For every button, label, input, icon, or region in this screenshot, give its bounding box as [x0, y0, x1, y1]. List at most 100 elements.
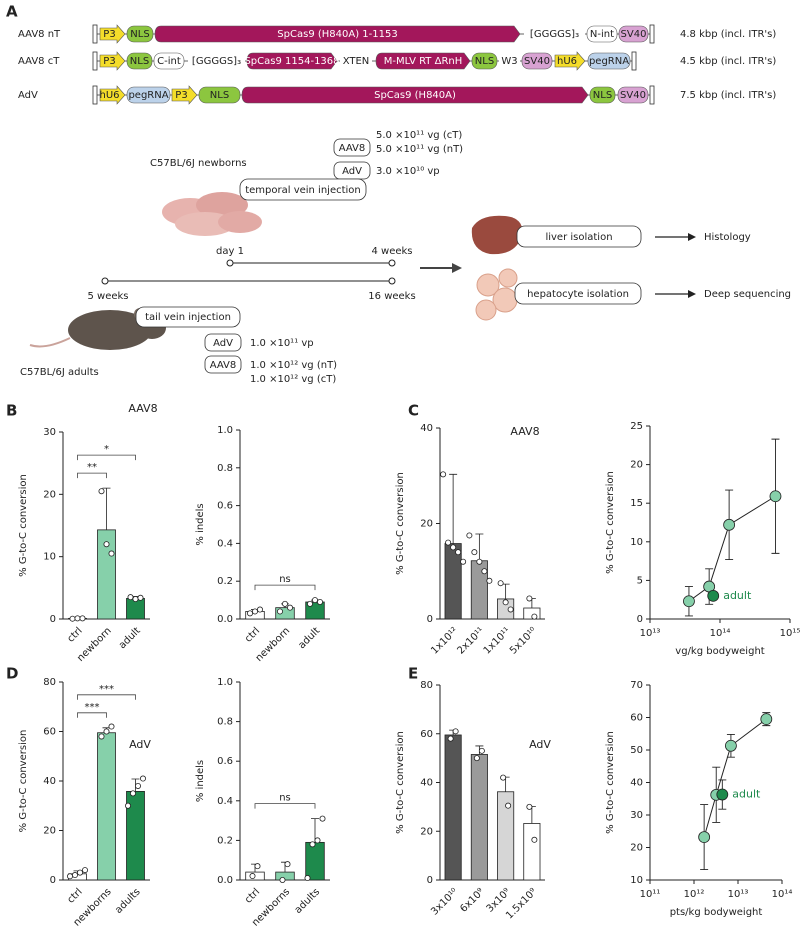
y-tick-label: 5	[637, 575, 643, 586]
x-axis-label: vg/kg bodyweight	[675, 646, 764, 657]
construct-size: 4.5 kbp (incl. ITR's)	[680, 56, 776, 67]
injection-box	[239, 178, 367, 201]
point-label: adult	[732, 788, 761, 801]
x-tick-label: adults	[293, 886, 323, 916]
point-label: adult	[723, 589, 752, 602]
element-label: NLS	[593, 90, 612, 101]
data-point	[500, 774, 507, 781]
itr	[631, 51, 637, 71]
y-tick-label: 0	[427, 614, 433, 625]
data-point	[707, 589, 720, 602]
data-point	[72, 872, 79, 879]
chart-annotation: AdV	[129, 738, 151, 751]
data-point	[466, 532, 473, 539]
element-label: W3	[501, 56, 517, 67]
itr	[92, 51, 98, 71]
significance-label: ***	[99, 684, 114, 695]
data-point	[440, 471, 447, 478]
x-axis-label: pts/kg bodyweight	[670, 907, 763, 918]
y-tick-label: 0.4	[217, 538, 233, 549]
y-tick-label: 0.6	[217, 756, 233, 767]
x-tick-label: 1x10¹²	[429, 625, 460, 656]
y-tick-label: 20	[630, 843, 643, 854]
x-tick-label: ctrl	[243, 886, 262, 905]
y-tick-label: 0	[50, 875, 56, 886]
intein-element	[153, 52, 185, 70]
element-label: M-MLV RT ΔRnH	[384, 56, 463, 67]
data-point	[134, 782, 141, 789]
intein-element	[586, 25, 618, 43]
protein-domain	[154, 25, 521, 43]
x-tick-label: 1x10¹¹	[482, 625, 513, 656]
y-tick-label: 10	[43, 552, 56, 563]
nls-element	[126, 25, 154, 43]
data-point	[497, 580, 504, 587]
x-tick-label: 6x10⁹	[458, 886, 486, 914]
chart-annotation: AdV	[529, 738, 551, 751]
group-label: C57BL/6J newborns	[150, 158, 247, 169]
step-label: liver isolation	[545, 232, 612, 243]
x-tick-label: 3x10¹⁰	[429, 886, 460, 917]
construct-size: 7.5 kbp (incl. ITR's)	[680, 90, 776, 101]
y-tick-label: 20	[43, 826, 56, 837]
step-box	[516, 225, 642, 248]
injection-label: temporal vein injection	[245, 185, 361, 196]
element-label: SV40	[524, 56, 550, 67]
nls-element	[126, 52, 153, 70]
data-point	[103, 728, 110, 735]
error-bar	[449, 473, 458, 544]
linker-bg	[340, 55, 372, 67]
significance-label: ***	[85, 702, 100, 713]
significance-label: **	[87, 462, 97, 473]
y-tick-label: 20	[420, 826, 433, 837]
group-label: C57BL/6J adults	[20, 367, 99, 378]
y-axis-label: % G-to-C conversion	[395, 472, 406, 575]
y-tick-label: 0.4	[217, 796, 233, 807]
y-tick-label: 1.0	[217, 425, 233, 436]
vector-box	[333, 138, 371, 157]
element-label: hU6	[557, 56, 577, 67]
x-tick-label: 10¹⁴	[710, 628, 731, 639]
y-tick-label: 70	[630, 680, 643, 691]
panel-label: B	[6, 402, 17, 420]
promoter	[99, 51, 126, 71]
element-label: NLS	[130, 29, 149, 40]
data-point	[67, 873, 74, 880]
y-tick-label: 40	[420, 423, 433, 434]
data-point	[108, 550, 115, 557]
data-point	[314, 837, 321, 844]
x-tick-label: ctrl	[65, 625, 84, 644]
polya-element	[617, 86, 649, 104]
element-label: hU6	[99, 90, 119, 101]
data-point	[125, 802, 132, 809]
y-tick-label: 0.0	[217, 614, 233, 625]
error-bar	[501, 583, 510, 599]
data-point	[246, 610, 253, 617]
y-axis-label: % G-to-C conversion	[18, 474, 29, 577]
y-tick-label: 50	[630, 745, 643, 756]
data-point	[452, 728, 459, 735]
data-point	[531, 613, 538, 620]
element-label: XTEN	[343, 56, 370, 67]
y-tick-label: 40	[420, 778, 433, 789]
data-point	[460, 558, 467, 565]
result-label: Deep sequencing	[704, 289, 791, 300]
data-point	[471, 549, 478, 556]
injection-label: tail vein injection	[145, 312, 231, 323]
element-label: N-int	[590, 29, 614, 40]
element-label: [GGGGS]₃	[530, 29, 579, 40]
error-bar	[102, 487, 111, 530]
data-point	[526, 595, 533, 602]
itr	[92, 24, 98, 44]
linker-bg	[188, 55, 245, 67]
significance-bracket	[77, 712, 107, 718]
data-point	[276, 608, 283, 615]
data-point	[505, 802, 512, 809]
data-point	[309, 841, 316, 848]
data-point	[256, 606, 263, 613]
data-point	[723, 518, 736, 531]
data-point	[132, 596, 139, 603]
element-label: NLS	[210, 90, 229, 101]
y-tick-label: 0.0	[217, 875, 233, 886]
timeline-dot	[388, 277, 396, 285]
